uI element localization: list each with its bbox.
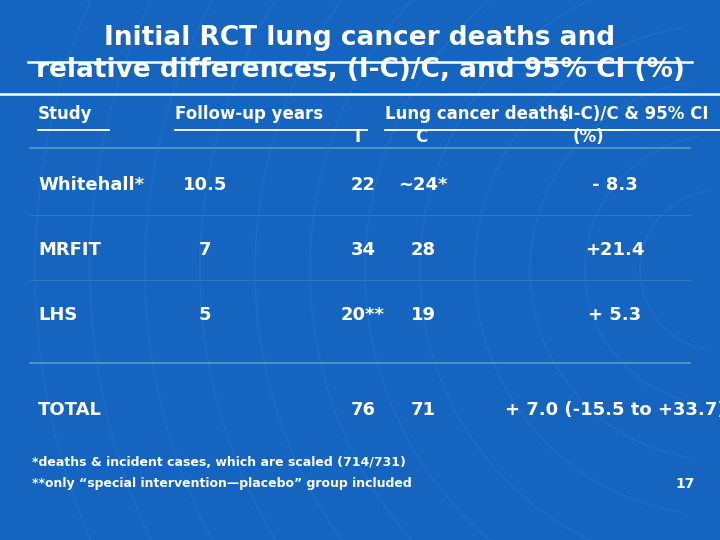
Text: C: C <box>415 128 427 146</box>
Text: +21.4: +21.4 <box>585 241 644 259</box>
Text: 20**: 20** <box>341 306 385 324</box>
Text: - 8.3: - 8.3 <box>592 176 638 194</box>
Text: Initial RCT lung cancer deaths and: Initial RCT lung cancer deaths and <box>104 25 616 51</box>
Text: *deaths & incident cases, which are scaled (714/731): *deaths & incident cases, which are scal… <box>32 456 406 469</box>
Text: 17: 17 <box>675 477 695 491</box>
Text: 5: 5 <box>199 306 211 324</box>
Text: (I-C)/C & 95% CI: (I-C)/C & 95% CI <box>560 105 708 123</box>
Text: TOTAL: TOTAL <box>38 401 102 419</box>
Text: 71: 71 <box>410 401 436 419</box>
Text: MRFIT: MRFIT <box>38 241 101 259</box>
Text: ~24*: ~24* <box>398 176 448 194</box>
Text: + 7.0 (-15.5 to +33.7): + 7.0 (-15.5 to +33.7) <box>505 401 720 419</box>
Text: 7: 7 <box>199 241 211 259</box>
Text: Whitehall*: Whitehall* <box>38 176 144 194</box>
Text: relative differences, (I-C)/C, and 95% CI (%): relative differences, (I-C)/C, and 95% C… <box>35 57 685 83</box>
Text: 28: 28 <box>410 241 436 259</box>
Text: I: I <box>355 128 361 146</box>
Text: 76: 76 <box>351 401 376 419</box>
Text: Lung cancer deaths: Lung cancer deaths <box>385 105 569 123</box>
Text: 22: 22 <box>351 176 376 194</box>
Text: (%): (%) <box>572 128 604 146</box>
Text: 10.5: 10.5 <box>183 176 228 194</box>
Text: Study: Study <box>38 105 92 123</box>
Text: Follow-up years: Follow-up years <box>175 105 323 123</box>
Text: **only “special intervention—placebo” group included: **only “special intervention—placebo” gr… <box>32 477 412 490</box>
Text: 19: 19 <box>410 306 436 324</box>
Text: + 5.3: + 5.3 <box>588 306 642 324</box>
Text: 34: 34 <box>351 241 376 259</box>
Text: LHS: LHS <box>38 306 77 324</box>
